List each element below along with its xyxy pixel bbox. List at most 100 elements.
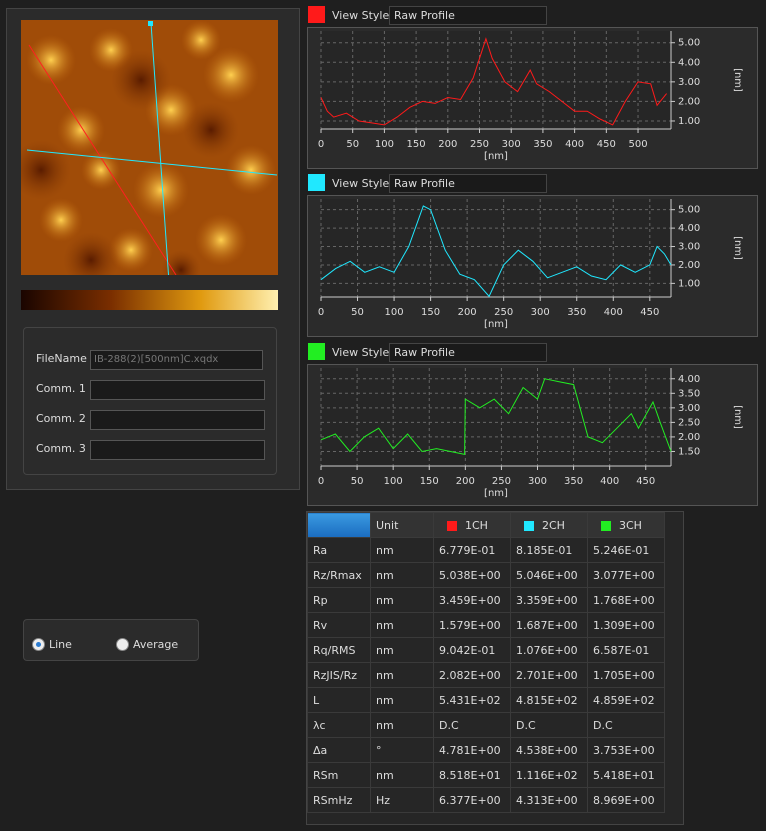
header-select[interactable] bbox=[307, 512, 371, 538]
channel-swatch bbox=[601, 520, 611, 531]
y-tick-label: 3.00 bbox=[678, 242, 700, 253]
color-swatch bbox=[308, 343, 325, 360]
x-axis-label: [nm] bbox=[484, 488, 508, 499]
y-tick-label: 5.00 bbox=[678, 205, 700, 216]
table-cell: 9.042E-01 bbox=[433, 637, 511, 663]
radio-button[interactable] bbox=[116, 638, 129, 651]
comment-field[interactable] bbox=[90, 410, 265, 430]
table-cell: 4.815E+02 bbox=[510, 687, 588, 713]
result-table-panel: Unit 1CH 2CH 3CH Ra nm 6.779E-01 8.185E-01 5.246… bbox=[306, 511, 684, 825]
plot-area bbox=[321, 368, 671, 466]
table-cell: 1.579E+00 bbox=[433, 612, 511, 638]
y-tick-label: 2.00 bbox=[678, 432, 700, 443]
table-cell: L bbox=[307, 687, 371, 713]
y-tick-label: 4.00 bbox=[678, 223, 700, 234]
table-cell: 1.687E+00 bbox=[510, 612, 588, 638]
header-text: Unit bbox=[376, 518, 399, 532]
comment-label: Comm. 2 bbox=[36, 412, 86, 425]
table-cell: 8.185E-01 bbox=[510, 537, 588, 563]
header-cell: 2CH bbox=[510, 512, 588, 538]
mode-panel: Line Average bbox=[23, 619, 199, 661]
table-cell: 2.082E+00 bbox=[433, 662, 511, 688]
profile-line bbox=[320, 37, 667, 126]
y-tick-label: 4.00 bbox=[678, 57, 700, 68]
y-tick-label: 1.50 bbox=[678, 446, 700, 457]
y-tick-label: 4.00 bbox=[678, 374, 700, 385]
x-tick-label: 450 bbox=[597, 139, 616, 150]
table-cell: RzJIS/Rz bbox=[307, 662, 371, 688]
table-cell: Rq/RMS bbox=[307, 637, 371, 663]
profile-chart: 0 50 100 150 200 250 300 350 400 450 500 1.00 2.00 3.… bbox=[307, 27, 758, 169]
table-cell: Rz/Rmax bbox=[307, 562, 371, 588]
x-tick-label: 100 bbox=[384, 476, 403, 487]
table-cell: 3.753E+00 bbox=[587, 737, 665, 763]
table-cell: nm bbox=[370, 662, 434, 688]
y-tick-label: 3.00 bbox=[678, 77, 700, 88]
table-cell: nm bbox=[370, 687, 434, 713]
x-tick-label: 50 bbox=[351, 307, 364, 318]
table-cell: Rv bbox=[307, 612, 371, 638]
table-cell: 3.077E+00 bbox=[587, 562, 665, 588]
table-cell: RSmHz bbox=[307, 787, 371, 813]
view-style-dropdown[interactable]: Raw Profile bbox=[389, 6, 547, 25]
table-cell: 6.377E+00 bbox=[433, 787, 511, 813]
y-tick-label: 5.00 bbox=[678, 38, 700, 49]
table-cell: 3.459E+00 bbox=[433, 587, 511, 613]
x-tick-label: 300 bbox=[528, 476, 547, 487]
result-table: Unit 1CH 2CH 3CH Ra nm 6.779E-01 8.185E-01 5.246… bbox=[307, 512, 665, 813]
table-cell: 5.038E+00 bbox=[433, 562, 511, 588]
y-tick-label: 2.00 bbox=[678, 260, 700, 271]
radio-button[interactable] bbox=[32, 638, 45, 651]
table-cell: RSm bbox=[307, 762, 371, 788]
table-row: Rp nm 3.459E+00 3.359E+00 1.768E+00 bbox=[307, 587, 665, 613]
x-tick-label: 250 bbox=[470, 139, 489, 150]
table-cell: D.C bbox=[510, 712, 588, 738]
x-tick-label: 500 bbox=[628, 139, 647, 150]
view-style-dropdown[interactable]: Raw Profile bbox=[389, 343, 547, 362]
x-tick-label: 250 bbox=[494, 307, 513, 318]
table-cell: 1.705E+00 bbox=[587, 662, 665, 688]
table-cell: nm bbox=[370, 712, 434, 738]
view-style-dropdown[interactable]: Raw Profile bbox=[389, 174, 547, 193]
table-cell: nm bbox=[370, 762, 434, 788]
y-tick-label: 1.00 bbox=[678, 116, 700, 127]
table-cell: Rp bbox=[307, 587, 371, 613]
table-row: Rv nm 1.579E+00 1.687E+00 1.309E+00 bbox=[307, 612, 665, 638]
header-cell: 1CH bbox=[433, 512, 511, 538]
profile-line bbox=[320, 205, 672, 298]
table-cell: 1.309E+00 bbox=[587, 612, 665, 638]
x-tick-label: 100 bbox=[385, 307, 404, 318]
x-tick-label: 200 bbox=[458, 307, 477, 318]
color-swatch bbox=[308, 174, 325, 191]
y-tick-label: 2.50 bbox=[678, 417, 700, 428]
x-tick-label: 450 bbox=[640, 307, 659, 318]
x-axis-label: [nm] bbox=[484, 319, 508, 330]
table-cell: 4.313E+00 bbox=[510, 787, 588, 813]
x-tick-label: 300 bbox=[531, 307, 550, 318]
table-cell: 8.969E+00 bbox=[587, 787, 665, 813]
x-tick-label: 400 bbox=[604, 307, 623, 318]
table-cell: nm bbox=[370, 562, 434, 588]
comment-label: Comm. 1 bbox=[36, 382, 86, 395]
x-tick-label: 0 bbox=[318, 139, 324, 150]
x-tick-label: 350 bbox=[533, 139, 552, 150]
comment-field[interactable] bbox=[90, 380, 265, 400]
y-tick-label: 3.00 bbox=[678, 403, 700, 414]
table-cell: 6.779E-01 bbox=[433, 537, 511, 563]
comment-field[interactable] bbox=[90, 440, 265, 460]
channel-swatch bbox=[447, 520, 457, 531]
x-tick-label: 400 bbox=[600, 476, 619, 487]
table-cell: 4.859E+02 bbox=[587, 687, 665, 713]
left-panel: FileName IB-288(2)[500nm]C.xqdx Comm. 1 … bbox=[6, 8, 300, 490]
filename-field[interactable]: IB-288(2)[500nm]C.xqdx bbox=[90, 350, 263, 370]
file-info: FileName IB-288(2)[500nm]C.xqdx Comm. 1 … bbox=[23, 327, 277, 475]
x-tick-label: 300 bbox=[502, 139, 521, 150]
plot-area bbox=[321, 31, 671, 129]
x-tick-label: 350 bbox=[564, 476, 583, 487]
profile-chart: 0 50 100 150 200 250 300 350 400 450 1.00 2.00 3.00 4… bbox=[307, 195, 758, 337]
table-row: Rq/RMS nm 9.042E-01 1.076E+00 6.587E-01 bbox=[307, 637, 665, 663]
x-tick-label: 250 bbox=[492, 476, 511, 487]
table-cell: D.C bbox=[433, 712, 511, 738]
